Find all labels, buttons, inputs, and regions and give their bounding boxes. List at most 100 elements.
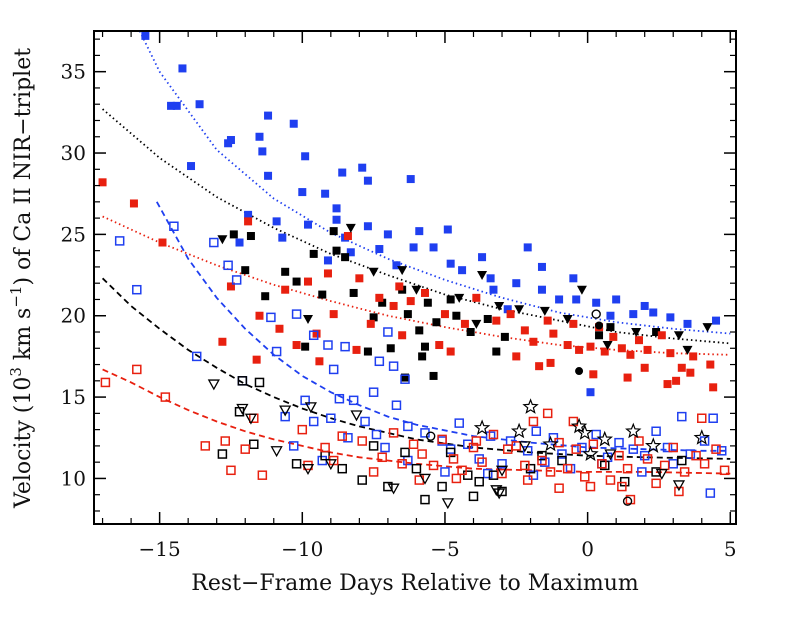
black-filled-square-point	[420, 342, 429, 351]
red-open-square-point	[520, 460, 530, 471]
red-open-square-point	[580, 472, 590, 482]
black-open-star-point	[570, 417, 588, 434]
blue-filled-square-point	[586, 388, 595, 397]
black-filled-square-point	[386, 344, 395, 353]
red-filled-square-point	[623, 373, 632, 382]
blue-open-square-point	[388, 361, 399, 371]
black-open-square-point	[557, 455, 567, 466]
red-filled-square-point	[435, 341, 444, 350]
x-tick-label: −10	[281, 537, 323, 561]
red-filled-square-point	[512, 352, 521, 361]
black-open-triangle-down-point	[493, 488, 506, 500]
red-filled-square-point	[292, 341, 301, 350]
black-filled-square-point	[332, 246, 341, 255]
red-filled-square-point	[252, 355, 261, 364]
blue-filled-square-point	[358, 163, 367, 172]
red-open-square-point	[297, 424, 308, 435]
black-filled-square-point	[309, 249, 318, 258]
black-open-square-point	[254, 377, 265, 388]
red-filled-square-point	[255, 311, 264, 320]
blue-filled-square-point	[640, 301, 649, 310]
black-filled-square-point	[429, 371, 438, 380]
blue-filled-square-point	[224, 139, 233, 148]
red-open-square-point	[408, 439, 419, 450]
blue-filled-square-point	[272, 217, 281, 226]
blue-filled-square-point	[298, 188, 307, 197]
red-filled-square-point	[460, 319, 469, 328]
red-open-square-point	[585, 481, 596, 492]
red-open-square-point	[511, 441, 522, 451]
red-dashed-fit-curve	[102, 368, 731, 475]
red-filled-square-point	[543, 316, 552, 325]
blue-filled-square-point	[512, 279, 521, 288]
blue-filled-square-point	[141, 31, 150, 40]
blue-filled-square-point	[301, 152, 310, 161]
red-filled-square-point	[563, 341, 572, 350]
black-filled-triangle-down-point	[602, 341, 613, 351]
blue-filled-square-point	[503, 305, 512, 314]
blue-open-square-point	[637, 467, 647, 477]
x-tick-label: −5	[430, 537, 459, 561]
black-filled-triangle-down-point	[682, 345, 693, 355]
y-tick-label: 25	[61, 222, 86, 246]
black-open-triangle-down-point	[279, 405, 292, 417]
blue-filled-square-point	[415, 227, 424, 236]
black-open-square-point	[677, 455, 687, 466]
black-open-star-point	[576, 424, 594, 440]
red-filled-square-point	[129, 199, 138, 208]
blue-filled-square-point	[489, 285, 498, 294]
blue-open-square-point	[651, 426, 661, 437]
black-filled-triangle-down-point	[562, 314, 573, 324]
black-open-square-point	[437, 481, 447, 492]
red-open-square-point	[160, 392, 171, 402]
blue-filled-square-point	[666, 313, 675, 322]
black-open-triangle-down-point	[441, 498, 454, 510]
blue-open-square-point	[577, 442, 587, 453]
black-filled-triangle-down-point	[494, 301, 505, 311]
blue-filled-square-point	[332, 204, 341, 213]
blue-open-square-point	[231, 275, 242, 285]
red-filled-square-point	[686, 368, 695, 377]
y-tick-labels: 10 15 20 25 30 35	[61, 60, 86, 491]
black-filled-square-point	[483, 314, 492, 323]
ylabel-sup1: 3	[7, 367, 25, 377]
black-open-square-point	[368, 441, 379, 451]
red-open-square-point	[691, 450, 701, 461]
black-open-triangle-down-point	[490, 485, 503, 497]
red-filled-square-point	[366, 319, 375, 328]
red-filled-square-point	[304, 277, 312, 286]
blue-filled-square-point	[683, 319, 692, 328]
red-open-square-point	[651, 478, 661, 489]
black-open-square-point	[249, 439, 259, 450]
blue-filled-square-point	[195, 100, 204, 109]
black-filled-square-point	[349, 288, 358, 297]
red-filled-square-point	[395, 282, 404, 291]
black-open-triangle-down-point	[236, 403, 249, 415]
red-filled-square-point	[709, 383, 718, 392]
black-open-square-point	[463, 470, 473, 480]
black-open-square-point	[337, 463, 347, 474]
blue-filled-square-point	[346, 248, 355, 257]
black-open-triangle-down-point	[304, 402, 317, 414]
x-axis-label: Rest−Frame Days Relative to Maximum	[191, 571, 639, 596]
black-filled-triangle-down-point	[631, 328, 642, 338]
black-open-square-point	[383, 481, 393, 492]
black-open-triangle-down-point	[244, 413, 258, 425]
red-open-square-point	[614, 450, 624, 461]
black-filled-square-point	[500, 332, 509, 341]
blue-open-square-point	[348, 395, 359, 406]
blue-open-square-point	[391, 400, 402, 410]
black-filled-square-point	[466, 328, 475, 337]
blue-open-square-point	[334, 393, 345, 404]
black-filled-square-point	[292, 277, 301, 286]
red-open-square-point	[257, 470, 268, 480]
black-filled-square-point	[341, 253, 350, 262]
blue-open-square-point	[308, 416, 319, 427]
blue-filled-square-point	[406, 175, 415, 184]
blue-filled-square-point	[537, 262, 546, 271]
black-filled-triangle-down-point	[397, 266, 408, 276]
blue-open-square-point	[223, 260, 233, 271]
blue-filled-square-point	[569, 274, 578, 283]
blue-open-square-point	[380, 442, 390, 453]
blue-filled-square-point	[172, 101, 181, 110]
